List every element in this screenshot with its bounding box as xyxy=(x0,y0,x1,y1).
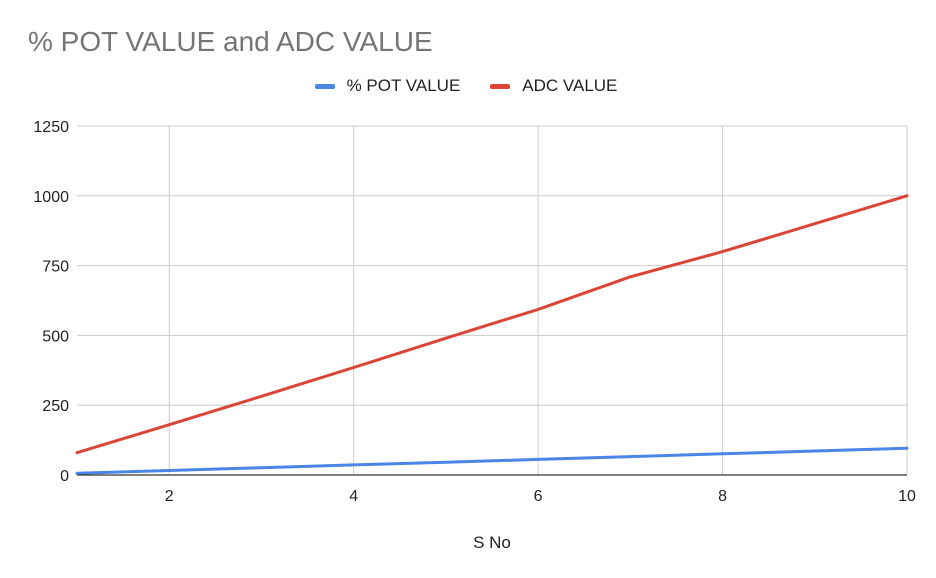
series-line-adc-value xyxy=(75,194,909,455)
y-tick-label: 1250 xyxy=(33,119,69,136)
x-tick-label: 4 xyxy=(349,488,358,505)
y-tick-label: 0 xyxy=(60,468,69,485)
y-tick-label: 1000 xyxy=(33,189,69,206)
legend-swatch-pot xyxy=(314,83,335,89)
legend-swatch-adc xyxy=(490,83,511,89)
y-tick-label: 500 xyxy=(42,328,69,345)
axes: 0 250 500 750 1000 1250 2 4 6 8 10 xyxy=(33,119,916,505)
y-tick-label: 250 xyxy=(42,398,69,415)
x-tick-label: 10 xyxy=(898,488,916,505)
legend-item-pot: % POT VALUE xyxy=(314,76,461,96)
x-tick-label: 8 xyxy=(718,488,727,505)
chart-title: % POT VALUE and ADC VALUE xyxy=(28,26,433,57)
x-tick-label: 6 xyxy=(534,488,543,505)
y-tick-label: 750 xyxy=(42,259,69,276)
x-tick-label: 2 xyxy=(165,488,174,505)
series-lines xyxy=(75,194,909,475)
legend: % POT VALUE ADC VALUE xyxy=(0,76,936,96)
legend-item-adc: ADC VALUE xyxy=(490,76,617,96)
legend-label-pot: % POT VALUE xyxy=(346,76,461,95)
gridlines xyxy=(77,125,908,475)
x-axis-title: S No xyxy=(473,533,511,552)
legend-label-adc: ADC VALUE xyxy=(522,76,618,95)
series-line-pot-value xyxy=(75,446,909,475)
